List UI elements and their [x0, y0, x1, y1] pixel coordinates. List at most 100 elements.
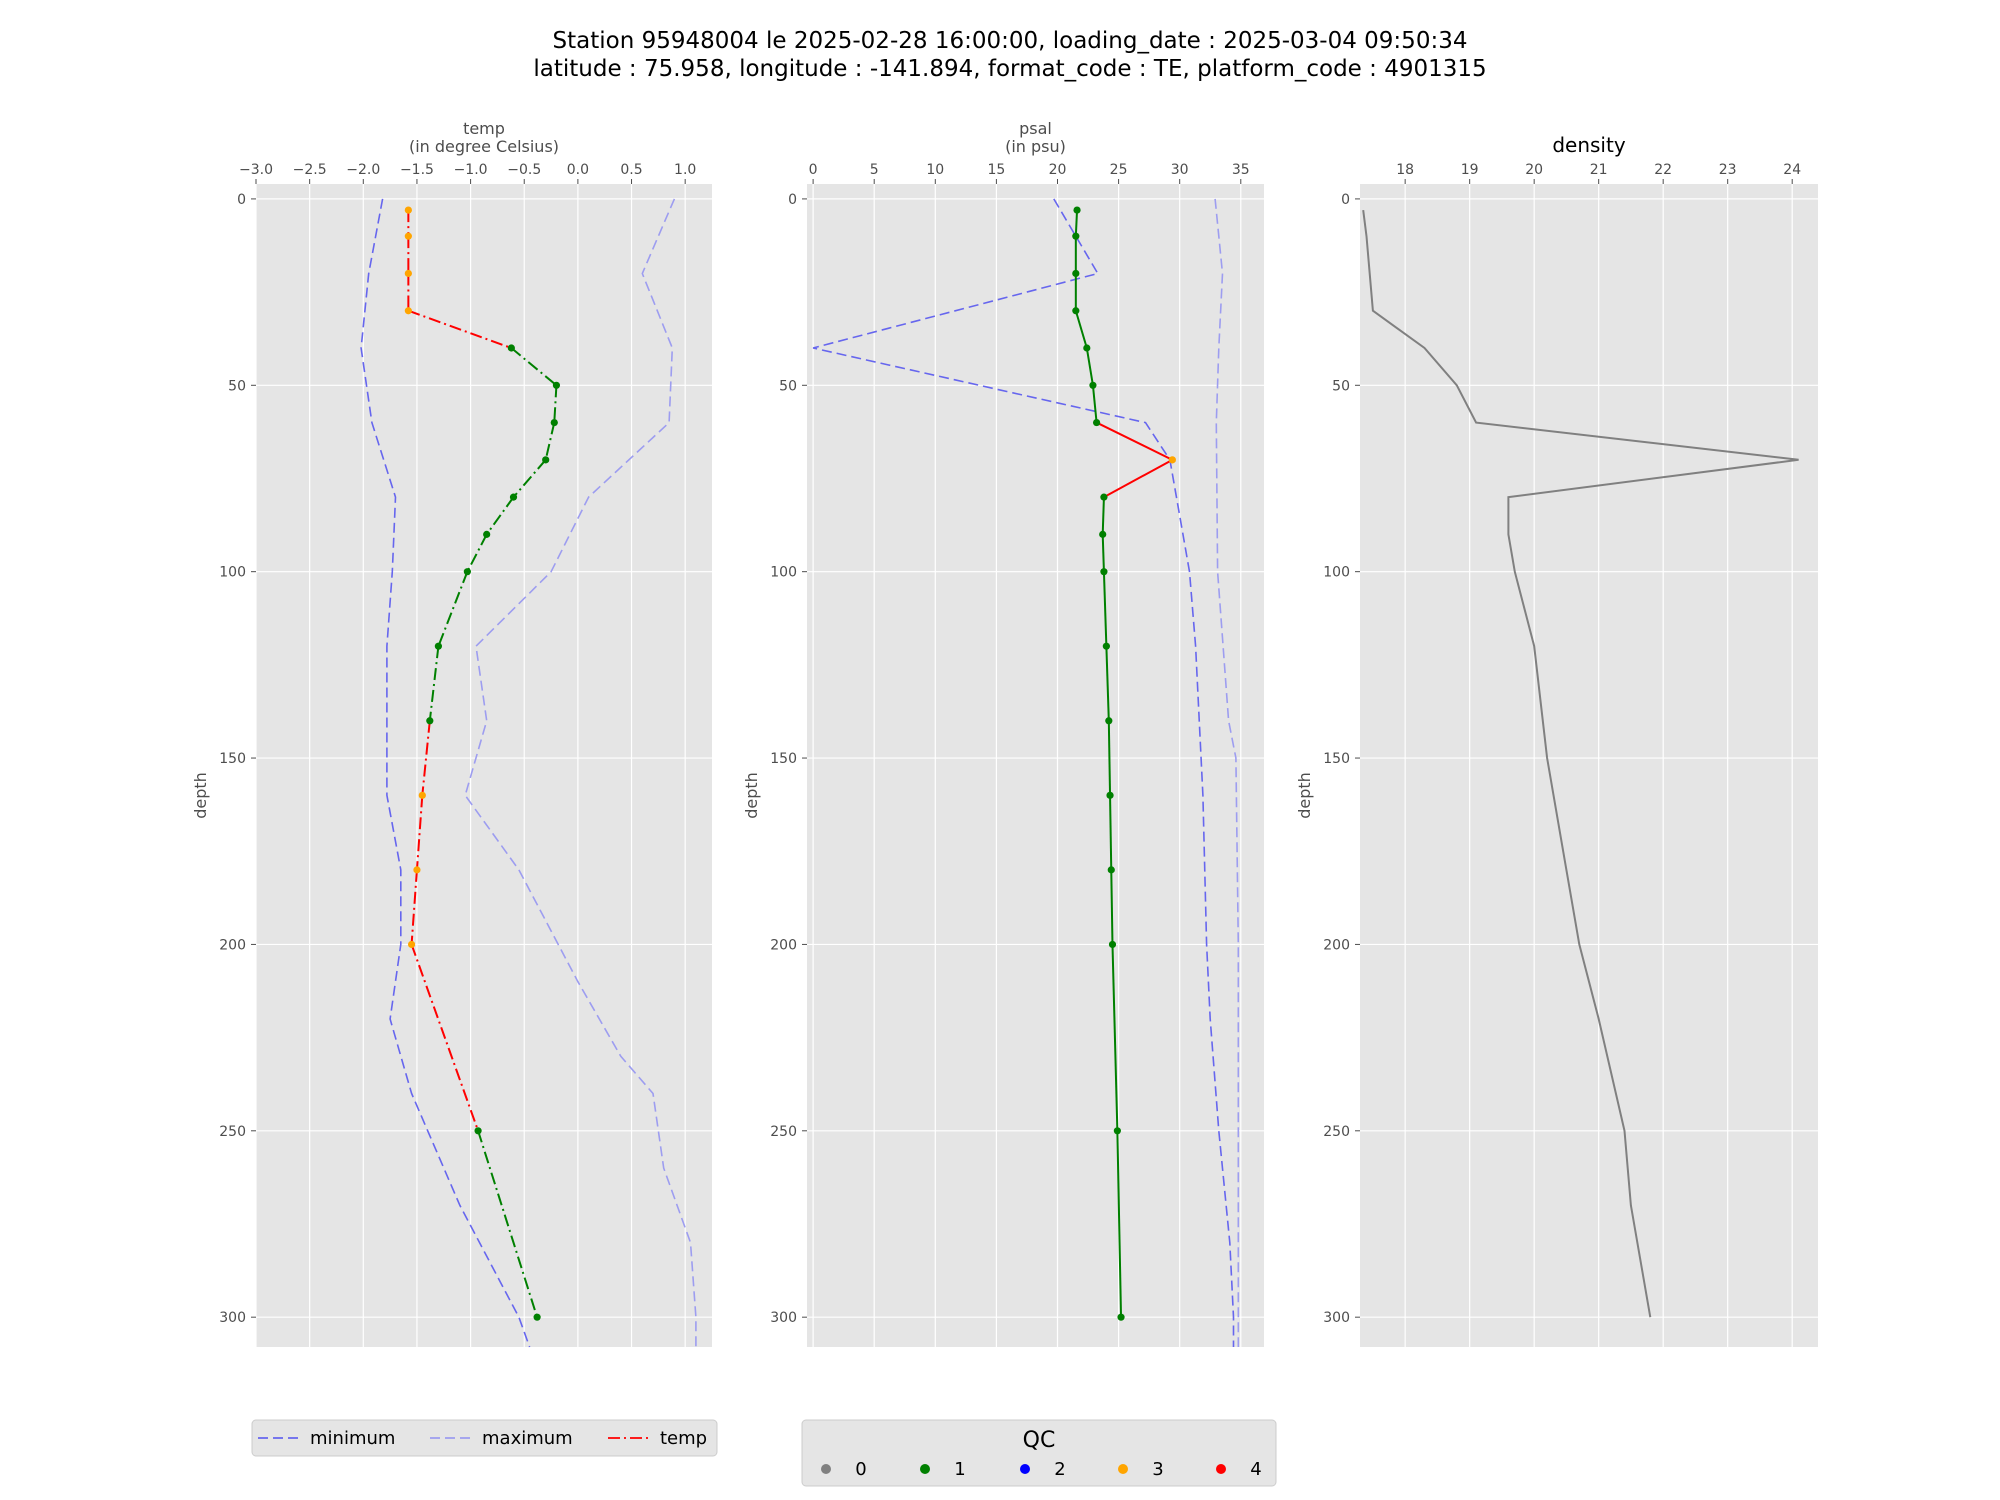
- temp-temp-point: [413, 866, 421, 874]
- temp-temp-point: [426, 717, 434, 725]
- temp-temp-segment: [553, 385, 558, 423]
- temp-x-tick-label: −2.0: [346, 162, 380, 178]
- psal-psal-segment: [1116, 1130, 1123, 1318]
- temp-y-tick-label: 50: [228, 378, 246, 394]
- density-y-tick-label: 150: [1323, 751, 1350, 767]
- lines-legend-frame: [251, 1419, 718, 1457]
- temp-plot-area: [256, 184, 712, 1347]
- density-axis-title: density: [1552, 133, 1625, 157]
- temp-panel: −3.0 −2.5 −2.0 −1.5 −1.0 −0.5 0.0 0.5 1.0 0 50 100 1…: [191, 119, 712, 1348]
- psal-psal-segment: [1091, 385, 1098, 423]
- qc-legend-marker-2: [1020, 1464, 1030, 1474]
- temp-x-tick-label: 0.0: [567, 162, 589, 178]
- temp-temp-segment: [437, 571, 469, 647]
- density-y-tick-label: 200: [1323, 937, 1350, 953]
- psal-minimum-line: [812, 198, 1235, 1347]
- psal-psal-point: [1072, 269, 1080, 278]
- temp-temp-point: [552, 381, 561, 389]
- qc-legend-label-0: 0: [855, 1459, 866, 1480]
- temp-temp-point: [434, 642, 442, 650]
- density-y-tick-label: 250: [1323, 1124, 1350, 1140]
- temp-temp-point: [507, 344, 515, 352]
- density-x-tick-label: 20: [1525, 162, 1543, 178]
- psal-psal-point: [1092, 418, 1101, 427]
- figure-title-line1: Station 95948004 le 2025-02-28 16:00:00,…: [553, 28, 1468, 54]
- temp-minimum-line: [360, 198, 531, 1348]
- psal-psal-point: [1100, 568, 1108, 576]
- temp-temp-point: [483, 530, 491, 538]
- psal-psal-point: [1117, 1313, 1125, 1321]
- density-x-tick-label: 22: [1654, 162, 1672, 178]
- temp-y-axis-label: depth: [191, 772, 210, 819]
- legend-label-minimum: minimum: [310, 1428, 395, 1449]
- temp-temp-segment: [466, 533, 488, 573]
- qc-legend-label-1: 1: [954, 1459, 965, 1480]
- psal-psal-segment: [1105, 646, 1110, 721]
- temp-x-tick-label: −3.0: [239, 162, 273, 178]
- psal-maximum-line: [1214, 198, 1240, 1347]
- temp-temp-point: [542, 456, 550, 464]
- psal-psal-point: [1168, 456, 1176, 464]
- temp-temp-point: [550, 418, 558, 427]
- density-plot-area: [1360, 184, 1818, 1347]
- temp-temp-point: [463, 568, 471, 576]
- legend-label-temp: temp: [660, 1428, 707, 1449]
- psal-x-tick-label: 35: [1232, 162, 1250, 178]
- qc-legend-title: QC: [1023, 1428, 1056, 1453]
- temp-temp-point: [404, 232, 412, 240]
- psal-psal-segment: [1085, 347, 1094, 386]
- psal-psal-point: [1102, 642, 1110, 650]
- temp-axis-title-line: (in degree Celsius): [409, 137, 559, 156]
- temp-temp-segment: [485, 496, 515, 535]
- psal-psal-segment: [1101, 497, 1105, 535]
- psal-psal-point: [1083, 344, 1091, 352]
- temp-temp-segment: [510, 347, 558, 387]
- psal-psal-segment: [1096, 421, 1173, 461]
- temp-temp-point: [533, 1313, 541, 1321]
- density-y-tick-label: 50: [1332, 378, 1350, 394]
- density-panel: 18 19 20 21 22 23 24 0 50 100 150 200 250 300 density d…: [1295, 133, 1818, 1347]
- psal-axis-title-line: (in psu): [1005, 137, 1066, 156]
- psal-y-axis-label: depth: [742, 772, 761, 819]
- density-x-tick-label: 24: [1783, 162, 1801, 178]
- psal-psal-segment: [1074, 310, 1088, 349]
- temp-y-tick-label: 150: [219, 751, 246, 767]
- temp-temp-point: [418, 791, 426, 799]
- density-x-tick-label: 21: [1590, 162, 1608, 178]
- temp-y-tick-label: 0: [237, 192, 246, 208]
- temp-temp-point: [404, 269, 412, 278]
- psal-psal-segment: [1109, 795, 1113, 870]
- density-x-tick-label: 23: [1719, 162, 1737, 178]
- temp-temp-point: [474, 1127, 482, 1135]
- psal-psal-segment: [1101, 534, 1105, 572]
- density-y-axis-label: depth: [1295, 772, 1314, 819]
- psal-psal-point: [1108, 940, 1117, 949]
- psal-plot-area: [807, 184, 1264, 1347]
- psal-y-tick-label: 100: [770, 565, 797, 581]
- psal-x-tick-label: 20: [1049, 162, 1067, 178]
- psal-psal-segment: [1107, 720, 1112, 796]
- psal-x-tick-label: 10: [926, 162, 944, 178]
- temp-temp-segment: [477, 1130, 539, 1318]
- qc-legend-marker-3: [1118, 1464, 1128, 1474]
- temp-y-tick-label: 300: [219, 1310, 246, 1326]
- psal-psal-point: [1072, 232, 1080, 240]
- psal-psal-segment: [1074, 210, 1079, 237]
- temp-temp-segment: [410, 944, 480, 1132]
- psal-x-tick-label: 0: [809, 162, 818, 178]
- psal-y-tick-label: 50: [779, 378, 797, 394]
- density-density-line: [1362, 209, 1799, 1318]
- psal-x-tick-label: 25: [1110, 162, 1128, 178]
- density-x-tick-label: 18: [1396, 162, 1414, 178]
- temp-x-tick-label: 1.0: [674, 162, 696, 178]
- qc-legend: QC 0 1 2 3 4: [801, 1419, 1277, 1487]
- psal-psal-point: [1089, 381, 1097, 389]
- psal-psal-point: [1072, 307, 1080, 315]
- psal-y-tick-label: 200: [770, 937, 797, 953]
- temp-y-tick-label: 250: [219, 1124, 246, 1140]
- psal-psal-point: [1099, 530, 1107, 538]
- figure-title-line2: latitude : 75.958, longitude : -141.894,…: [533, 56, 1486, 82]
- temp-x-tick-label: 0.5: [620, 162, 642, 178]
- psal-psal-point: [1073, 206, 1081, 214]
